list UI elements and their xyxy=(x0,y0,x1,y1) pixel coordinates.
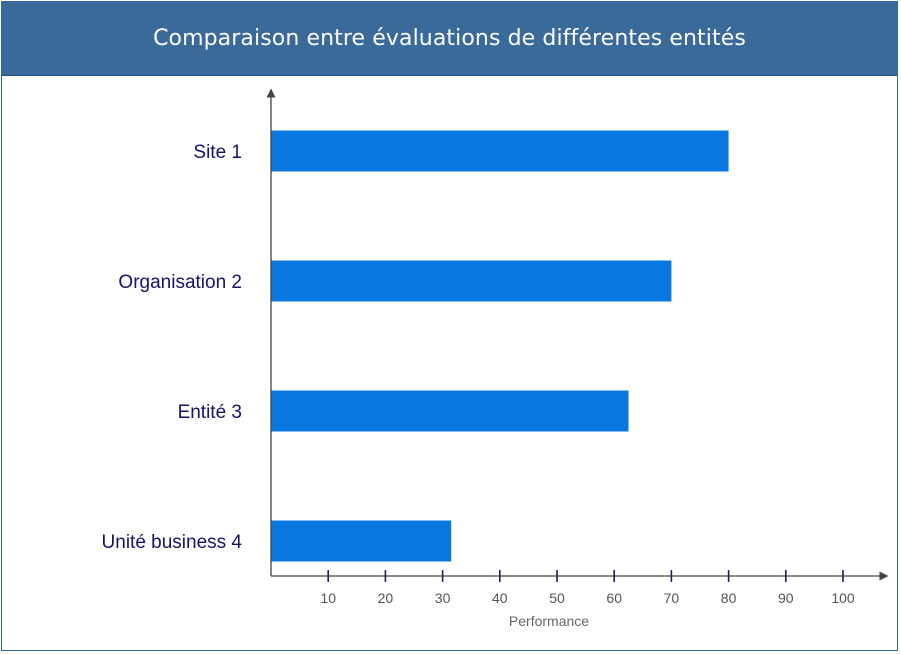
bar-site-1 xyxy=(271,130,729,172)
x-tick-label-30: 30 xyxy=(435,590,451,606)
bar-organisation-2 xyxy=(271,260,672,302)
x-tick-label-90: 90 xyxy=(778,590,794,606)
x-tick-label-50: 50 xyxy=(549,590,565,606)
x-tick-label-80: 80 xyxy=(721,590,737,606)
category-label-entite-3: Entité 3 xyxy=(178,402,242,423)
x-tick-label-40: 40 xyxy=(492,590,508,606)
x-tick-label-70: 70 xyxy=(664,590,680,606)
x-tick-label-10: 10 xyxy=(320,590,336,606)
bars-layer xyxy=(271,130,729,562)
axes-layer xyxy=(266,88,889,582)
category-label-site-1: Site 1 xyxy=(193,142,242,163)
bar-entite-3 xyxy=(271,390,629,432)
bar-unite-business-4 xyxy=(271,520,452,562)
x-axis-title: Performance xyxy=(509,613,589,629)
chart-title: Comparaison entre évaluations de différe… xyxy=(153,26,746,51)
chart-header: Comparaison entre évaluations de différe… xyxy=(2,2,897,76)
x-tick-label-20: 20 xyxy=(378,590,394,606)
category-label-unite-business-4: Unité business 4 xyxy=(102,532,243,553)
labels-layer: Site 1 Organisation 2 Entité 3 Unité busine… xyxy=(102,142,855,629)
category-label-organisation-2: Organisation 2 xyxy=(118,272,242,293)
x-tick-label-60: 60 xyxy=(606,590,622,606)
x-tick-label-100: 100 xyxy=(831,590,855,606)
